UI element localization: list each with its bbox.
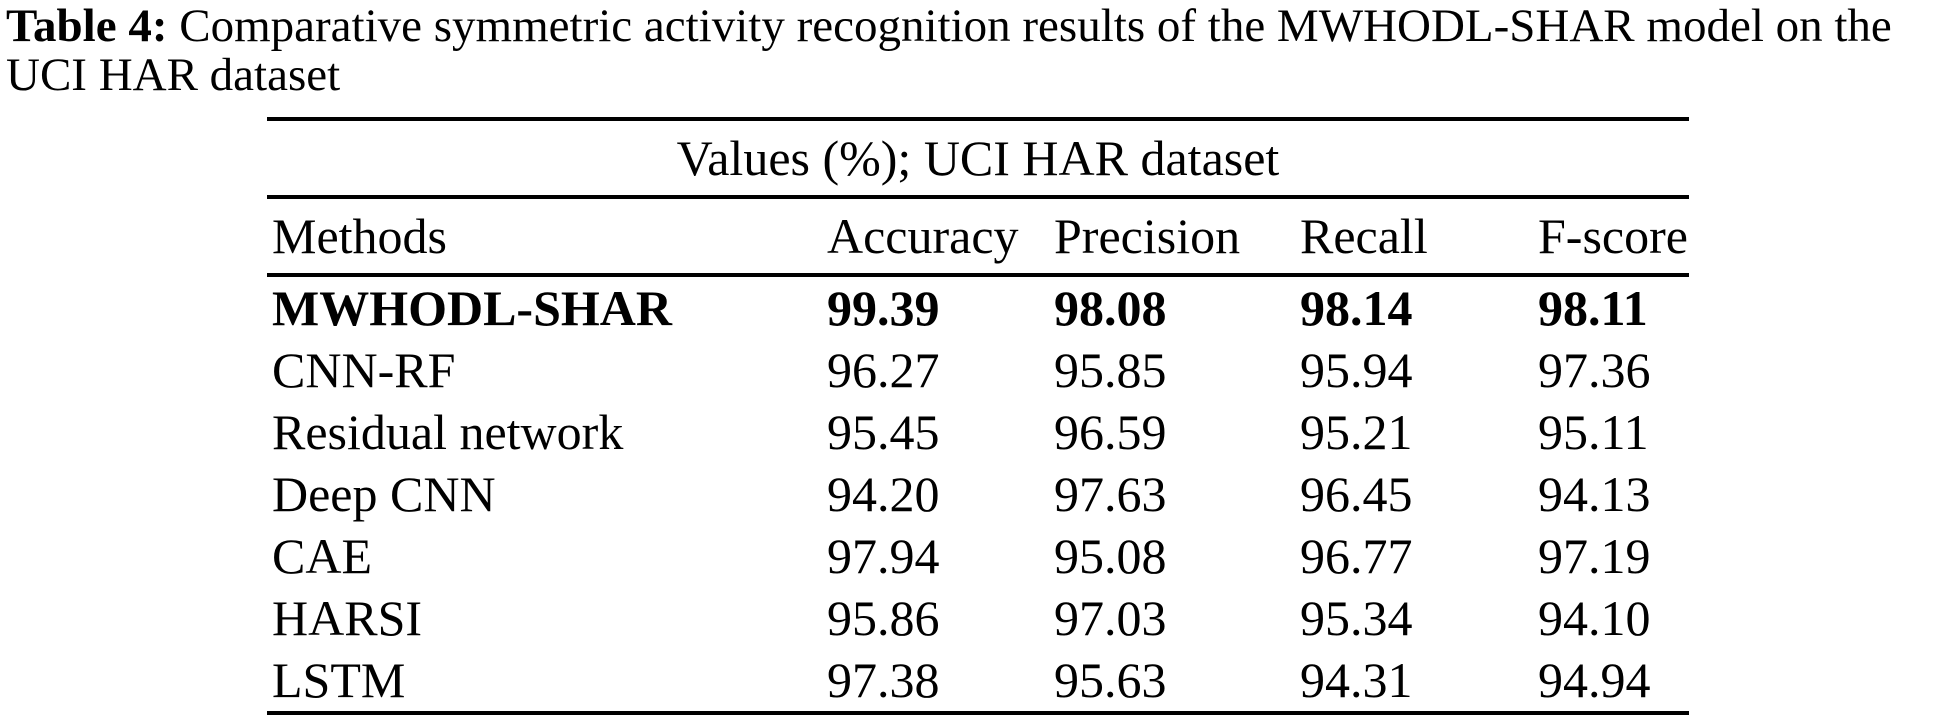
column-header-precision: Precision [1054,208,1241,264]
method-cell: CAE [272,528,372,584]
column-header-recall: Recall [1300,208,1428,264]
precision-cell: 95.85 [1054,342,1167,398]
method-cell: HARSI [272,590,423,646]
method-cell: MWHODL-SHAR [272,280,672,336]
recall-cell: 95.34 [1300,590,1413,646]
table-row: Residual network 95.45 96.59 95.21 95.11 [267,401,1689,463]
fscore-cell: 97.36 [1538,342,1651,398]
accuracy-cell: 99.39 [827,280,940,336]
precision-cell: 97.63 [1054,466,1167,522]
fscore-cell: 98.11 [1538,280,1648,336]
accuracy-cell: 96.27 [827,342,940,398]
column-header-methods: Methods [272,208,447,264]
table-bottom-rule [267,711,1689,715]
recall-cell: 94.31 [1300,652,1413,708]
method-cell: CNN-RF [272,342,456,398]
table-top-rule [267,117,1689,121]
precision-cell: 96.59 [1054,404,1167,460]
column-header-fscore: F-score [1538,208,1688,264]
precision-cell: 97.03 [1054,590,1167,646]
recall-cell: 96.77 [1300,528,1413,584]
table-row: HARSI 95.86 97.03 95.34 94.10 [267,587,1689,649]
table-mid-rule-1 [267,195,1689,199]
fscore-cell: 95.11 [1538,404,1649,460]
method-cell: LSTM [272,652,406,708]
table-row: CAE 97.94 95.08 96.77 97.19 [267,525,1689,587]
accuracy-cell: 97.38 [827,652,940,708]
table-caption: Table 4: Comparative symmetric activity … [6,2,1952,100]
caption-text-line2: UCI HAR dataset [6,49,341,101]
accuracy-cell: 95.86 [827,590,940,646]
recall-cell: 95.21 [1300,404,1413,460]
fscore-cell: 97.19 [1538,528,1651,584]
fscore-cell: 94.13 [1538,466,1651,522]
fscore-cell: 94.94 [1538,652,1651,708]
recall-cell: 95.94 [1300,342,1413,398]
table-row: LSTM 97.38 95.63 94.31 94.94 [267,649,1689,711]
column-header-accuracy: Accuracy [827,208,1019,264]
accuracy-cell: 95.45 [827,404,940,460]
column-header-row: Methods Accuracy Precision Recall F-scor… [267,199,1689,273]
fscore-cell: 94.10 [1538,590,1651,646]
table-mid-rule-2 [267,273,1689,277]
results-table: Values (%); UCI HAR dataset Methods Accu… [267,117,1689,715]
accuracy-cell: 94.20 [827,466,940,522]
caption-text-line1: Comparative symmetric activity recogniti… [167,0,1892,52]
method-cell: Residual network [272,404,624,460]
accuracy-cell: 97.94 [827,528,940,584]
table-row: MWHODL-SHAR 99.39 98.08 98.14 98.11 [267,277,1689,339]
table-row: CNN-RF 96.27 95.85 95.94 97.36 [267,339,1689,401]
precision-cell: 95.63 [1054,652,1167,708]
recall-cell: 96.45 [1300,466,1413,522]
table-span-header: Values (%); UCI HAR dataset [676,130,1280,186]
precision-cell: 95.08 [1054,528,1167,584]
method-cell: Deep CNN [272,466,496,522]
precision-cell: 98.08 [1054,280,1167,336]
table-row: Deep CNN 94.20 97.63 96.45 94.13 [267,463,1689,525]
recall-cell: 98.14 [1300,280,1413,336]
caption-label: Table 4: [6,0,168,52]
